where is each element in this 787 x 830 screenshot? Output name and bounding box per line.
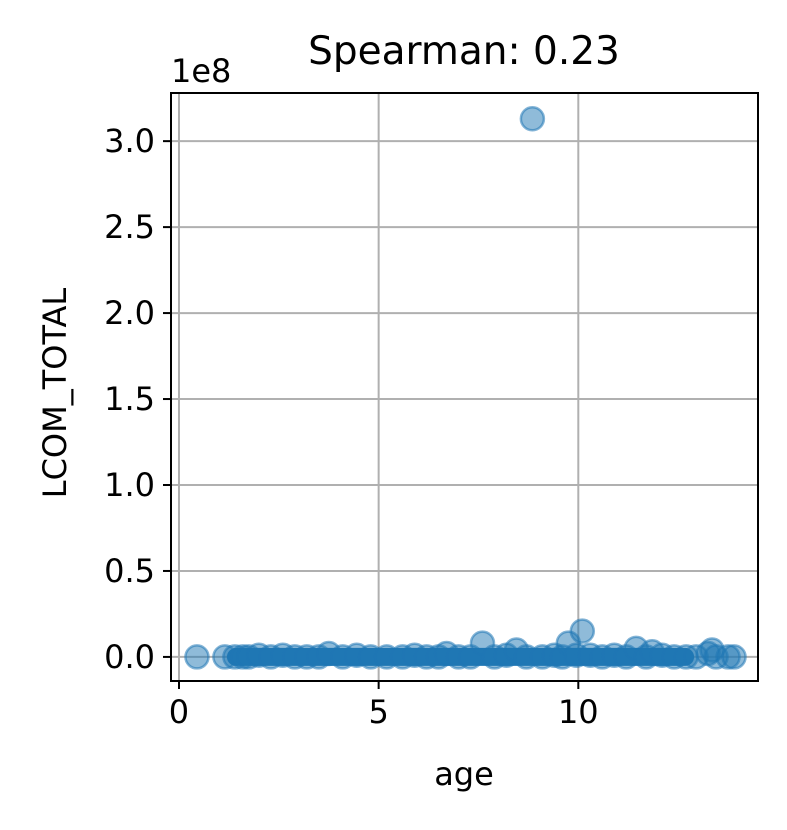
y-tick-label: 0.0 [104, 638, 155, 676]
y-tick-label: 1.5 [104, 380, 155, 418]
y-tick-label: 1.0 [104, 466, 155, 504]
x-tick-label: 0 [169, 693, 189, 731]
y-tick-label: 2.5 [104, 208, 155, 246]
scatter-point [569, 618, 596, 644]
scatter-point [184, 644, 210, 670]
scatter-point [721, 644, 747, 670]
points-layer [184, 106, 747, 670]
chart-title: Spearman: 0.23 [308, 29, 620, 74]
scatter-point [519, 106, 546, 132]
y-tick-label: 0.5 [104, 552, 155, 590]
grid-layer [171, 93, 758, 681]
x-axis-label: age [434, 755, 494, 793]
y-offset-text: 1e8 [171, 52, 231, 90]
x-tick-label: 10 [558, 693, 599, 731]
y-axis-label: LCOM_TOTAL [36, 288, 74, 499]
y-tick-label: 2.0 [104, 294, 155, 332]
x-tick-label: 5 [368, 693, 388, 731]
y-tick-label: 3.0 [104, 122, 155, 160]
plot-frame [170, 92, 759, 682]
ticks-layer: 0 5 10 0.0 0.5 1.0 1.5 2.0 2.5 3.0 [104, 122, 599, 731]
